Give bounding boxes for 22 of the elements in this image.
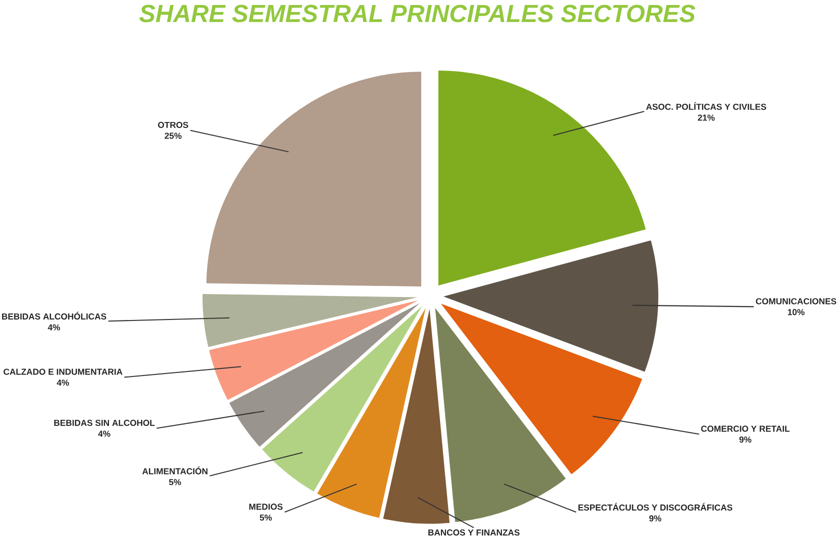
data-label: 4%: [98, 430, 110, 437]
slice-label: BANCOS Y FINANZAS: [428, 529, 520, 536]
slice-label: CALZADO E INDUMENTARIA: [4, 368, 122, 375]
slice-label: COMUNICACIONES: [756, 298, 836, 304]
slice-label: BEBIDAS ALCOHÓLICAS: [2, 312, 106, 320]
slice-label: COMERCIO Y RETAIL: [701, 426, 790, 432]
slice-label: BEBIDAS SIN ALCOHOL: [54, 420, 155, 426]
chart-title: SHARE SEMESTRAL PRINCIPALES SECTORES: [139, 4, 696, 22]
data-label: 9%: [739, 436, 752, 443]
data-label: 10%: [788, 309, 805, 316]
data-label: 21%: [698, 114, 715, 121]
slice-label: ASOC. POLÍTICAS Y CIVILES: [646, 102, 766, 110]
data-label: 25%: [164, 132, 182, 139]
slice-label: OTROS: [158, 122, 188, 128]
data-label: 4%: [56, 380, 69, 386]
slice-label: MEDIOS: [249, 504, 283, 510]
data-label: 5%: [169, 479, 182, 486]
data-label: 9%: [649, 515, 662, 522]
data-label: 5%: [260, 514, 272, 521]
slice-label: ESPECTÁCULOS Y DISCOGRÁFICAS: [578, 502, 732, 511]
data-label: 4%: [48, 324, 60, 330]
slice-label: ALIMENTACIÓN: [142, 466, 208, 474]
